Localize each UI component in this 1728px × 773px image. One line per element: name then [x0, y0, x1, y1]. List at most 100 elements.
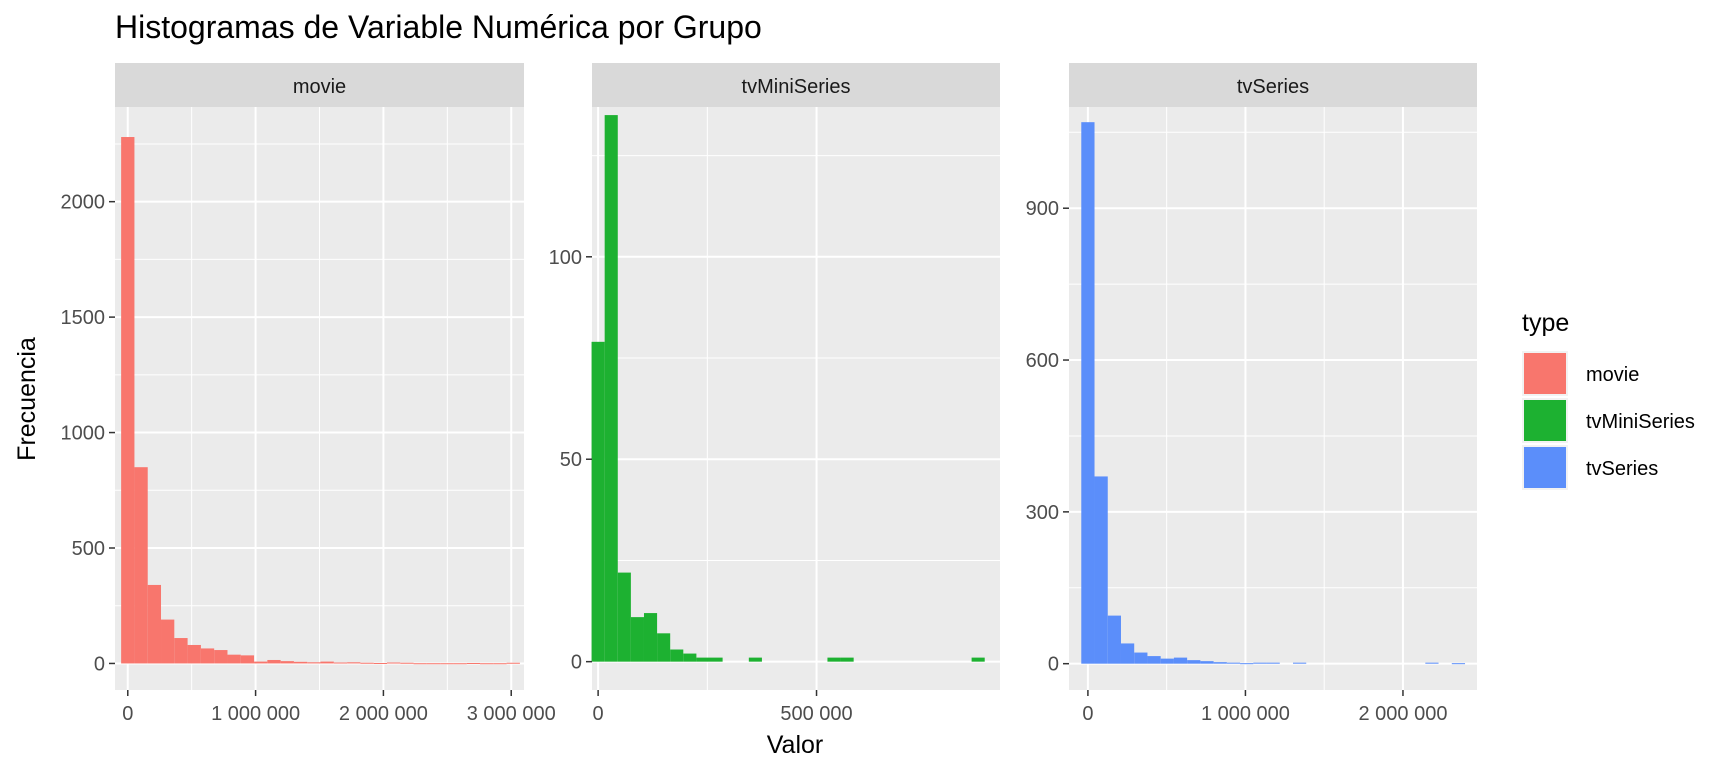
histogram-bar [307, 662, 321, 664]
histogram-bar [617, 572, 631, 662]
panel-movie: movie 0 500 1000 1500 2000 0 1 000 000 2 000 000… [61, 63, 556, 725]
histogram-bar [400, 662, 414, 664]
histogram-bar [1173, 657, 1188, 664]
histogram-bar [333, 662, 348, 664]
histogram-bar [227, 654, 241, 664]
y-tick-label: 1500 [61, 307, 106, 329]
histogram-bar [466, 662, 481, 664]
histogram-bar [1160, 658, 1174, 664]
histogram-bar [840, 657, 854, 662]
facet-strip [1069, 63, 1477, 107]
x-axis-label: Valor [767, 731, 824, 759]
histogram-bar [1094, 476, 1108, 664]
histogram-bar [591, 341, 605, 662]
y-tick-label: 0 [94, 653, 105, 675]
x-tick-label: 3 000 000 [467, 703, 556, 725]
histogram-bar [683, 653, 697, 662]
chart-title: Histogramas de Variable Numérica por Gru… [115, 9, 762, 45]
histogram-bar [1240, 663, 1254, 665]
histogram-bar [696, 657, 710, 662]
x-tick-label: 1 000 000 [1201, 703, 1290, 725]
facet-strip-label: tvMiniSeries [742, 76, 851, 98]
histogram-bar [493, 663, 507, 665]
histogram-bar [413, 663, 427, 665]
histogram-bar [347, 662, 361, 664]
legend: movie tvMiniSeries tvSeries [1522, 351, 1695, 490]
y-tick-label: 100 [549, 247, 582, 269]
histogram-bar [174, 638, 188, 664]
histogram-bar [1134, 652, 1148, 664]
y-tick-label: 600 [1026, 350, 1059, 372]
y-tick-label: 500 [72, 538, 105, 560]
histogram-bar [1187, 660, 1201, 664]
histogram-bar [1213, 662, 1227, 664]
histogram-bar [657, 633, 671, 662]
histogram-bar [604, 115, 618, 662]
facet-strip [115, 63, 524, 107]
facet-strip [592, 63, 1000, 107]
histogram-bar [1200, 661, 1214, 664]
histogram-bar [453, 663, 467, 665]
legend-label: movie [1586, 364, 1639, 386]
histogram-bar [643, 613, 658, 662]
histogram-bar [827, 657, 841, 662]
facet-strip-label: tvSeries [1237, 76, 1309, 98]
legend-label: tvMiniSeries [1586, 411, 1695, 433]
legend-swatch [1524, 447, 1566, 488]
histogram-bar [147, 584, 162, 664]
legend-swatch [1524, 400, 1566, 441]
histogram-bar [670, 649, 684, 662]
y-axis-label: Frecuencia [13, 337, 41, 461]
histogram-bar [1253, 662, 1267, 664]
legend-title: type [1522, 309, 1569, 337]
histogram-bar [187, 644, 201, 664]
histogram-bar [121, 137, 135, 664]
histogram-bar [1293, 662, 1307, 664]
x-tick-label: 0 [593, 703, 604, 725]
histogram-bar [293, 661, 308, 664]
histogram-bar [630, 617, 644, 662]
histogram-bar [200, 648, 215, 664]
histogram-bar [1226, 662, 1241, 664]
y-tick-label: 50 [560, 449, 582, 471]
y-tick-label: 0 [571, 652, 582, 674]
histogram-bar [1147, 656, 1161, 664]
x-tick-label: 1 000 000 [211, 703, 300, 725]
histogram-bar [1266, 662, 1280, 664]
panel-background [1069, 107, 1477, 690]
histogram-bar [373, 662, 387, 664]
histogram-bar [214, 650, 228, 664]
histogram-bar [161, 619, 175, 664]
histogram-bar [134, 467, 148, 664]
histogram-bar [748, 657, 762, 662]
legend-swatch [1524, 353, 1566, 394]
x-tick-label: 0 [1082, 703, 1093, 725]
y-tick-label: 0 [1048, 654, 1059, 676]
histogram-bar [426, 663, 441, 665]
facet-strip-label: movie [293, 76, 346, 98]
histogram-bar [1081, 122, 1095, 664]
histogram-bar [971, 657, 985, 662]
panel-tvSeries: tvSeries 0 300 600 900 0 1 000 000 2 000 000 [1026, 63, 1477, 725]
histogram-bar [440, 663, 454, 665]
histogram-bar [1120, 643, 1135, 664]
y-tick-label: 2000 [61, 192, 106, 214]
histogram-bar [386, 662, 401, 664]
x-tick-label: 2 000 000 [339, 703, 428, 725]
x-tick-label: 0 [122, 703, 133, 725]
x-tick-label: 2 000 000 [1358, 703, 1447, 725]
histogram-bar [1425, 662, 1439, 664]
histogram-bar [267, 659, 281, 664]
histogram-bar [280, 661, 294, 664]
histogram-bar [1451, 663, 1466, 665]
histogram-bar [709, 657, 723, 662]
histogram-bar [506, 662, 520, 664]
histogram-bar [240, 655, 255, 664]
y-tick-label: 900 [1026, 198, 1059, 220]
x-tick-label: 500 000 [780, 703, 852, 725]
histogram-bar [254, 661, 268, 664]
y-tick-label: 1000 [61, 423, 106, 445]
